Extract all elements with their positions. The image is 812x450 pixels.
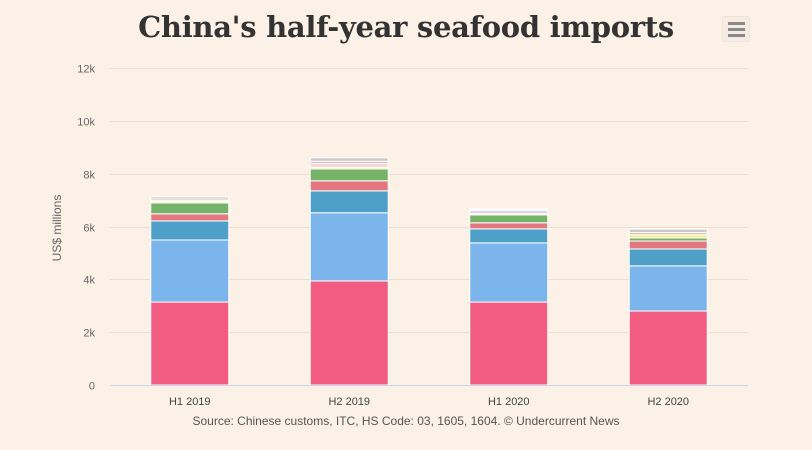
y-tick-label: 0 [89, 381, 95, 393]
bar-segment[interactable] [469, 228, 549, 244]
y-tick-label: 12k [77, 64, 95, 76]
bar-segment[interactable] [469, 222, 549, 230]
source-caption: Source: Chinese customs, ITC, HS Code: 0… [192, 414, 620, 428]
bar-segment[interactable] [469, 242, 549, 303]
bar-segment[interactable] [150, 239, 230, 303]
bar-segment[interactable] [309, 157, 389, 162]
y-tick-label: 6k [83, 223, 95, 235]
chart-menu-button[interactable] [722, 16, 750, 42]
bar-segment[interactable] [469, 214, 549, 224]
bar-segment[interactable] [309, 212, 389, 282]
bars [150, 157, 708, 386]
bar-segment[interactable] [150, 301, 230, 386]
bar-segment[interactable] [150, 220, 230, 241]
bar-segment[interactable] [150, 202, 230, 215]
bar-stack [469, 208, 549, 386]
bar-segment[interactable] [628, 248, 708, 267]
bar-segment[interactable] [628, 310, 708, 386]
x-tick-label: H2 2019 [328, 396, 370, 408]
bar-segment[interactable] [469, 301, 549, 386]
y-tick-label: 2k [83, 328, 95, 340]
y-tick-label: 10k [77, 117, 95, 129]
bar-stack [628, 228, 708, 386]
x-tick-label: H1 2019 [169, 396, 211, 408]
bar-segment[interactable] [628, 265, 708, 312]
bar-segment[interactable] [309, 190, 389, 214]
x-tick-label: H1 2020 [488, 396, 530, 408]
x-axis-labels: H1 2019 H2 2019 H1 2020 H2 2020 [169, 396, 689, 408]
bar-segment[interactable] [309, 280, 389, 386]
y-axis-ticks: 0 2k 4k 6k 8k 10k 12k [77, 64, 95, 393]
bar-stack [150, 196, 230, 386]
x-tick-label: H2 2020 [647, 396, 689, 408]
bar-segment[interactable] [628, 228, 708, 234]
y-tick-label: 8k [83, 170, 95, 182]
bar-segment[interactable] [469, 208, 549, 211]
bar-segment[interactable] [309, 168, 389, 182]
bar-segment[interactable] [309, 162, 389, 168]
hamburger-menu-icon [727, 21, 745, 25]
bar-segment[interactable] [628, 240, 708, 250]
bar-stack [309, 157, 389, 386]
bar-segment[interactable] [309, 180, 389, 192]
y-axis-title: US$ millions [50, 195, 64, 262]
hamburger-menu-icon-bar [727, 27, 745, 31]
chart-title: China's half-year seafood imports [138, 10, 674, 44]
hamburger-menu-icon-bar [727, 33, 745, 37]
bar-segment[interactable] [150, 213, 230, 222]
y-tick-label: 4k [83, 275, 95, 287]
bar-segment[interactable] [150, 196, 230, 200]
